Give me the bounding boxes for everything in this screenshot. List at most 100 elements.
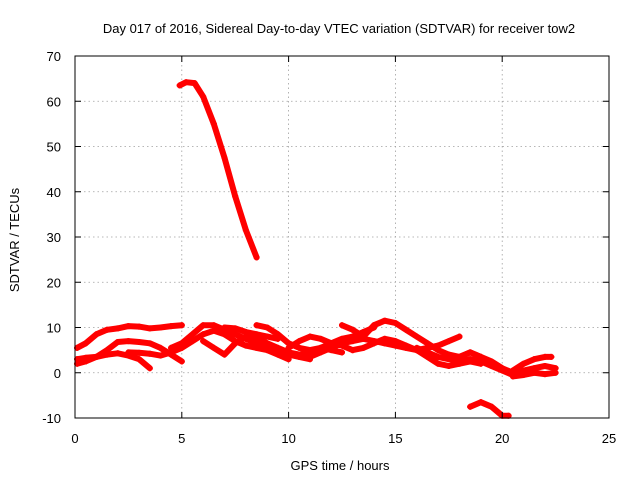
y-tick-label: 20 <box>47 275 61 290</box>
data-point <box>435 353 442 360</box>
data-point <box>541 353 548 360</box>
data-point <box>232 331 239 338</box>
series-track-17 <box>467 399 512 419</box>
data-point <box>210 344 217 351</box>
data-point <box>392 338 399 345</box>
data-point <box>339 349 345 356</box>
series-track-1 <box>74 322 185 351</box>
data-point <box>176 82 183 89</box>
y-tick-label: 70 <box>47 49 61 64</box>
data-point <box>403 326 410 333</box>
data-point <box>82 354 89 361</box>
x-tick-label: 5 <box>178 431 185 446</box>
data-point <box>200 331 207 338</box>
chart-title: Day 017 of 2016, Sidereal Day-to-day VTE… <box>103 21 575 36</box>
data-point <box>93 331 100 338</box>
data-point <box>253 254 260 261</box>
data-point <box>210 120 217 127</box>
series-track-16 <box>509 369 559 380</box>
data-point <box>520 372 527 379</box>
data-point <box>445 362 452 369</box>
data-point <box>456 353 463 360</box>
y-tick-label: 30 <box>47 230 61 245</box>
x-tick-label: 10 <box>281 431 295 446</box>
data-point <box>445 356 452 363</box>
data-point <box>146 325 153 332</box>
data-point <box>210 327 217 334</box>
data-point <box>274 331 281 338</box>
data-point <box>328 344 335 351</box>
series-track-15 <box>509 353 555 374</box>
data-point <box>200 322 207 329</box>
data-point <box>253 340 260 347</box>
data-point <box>541 371 548 378</box>
data-point <box>232 340 239 347</box>
data-point <box>403 342 410 349</box>
data-point <box>274 344 281 351</box>
data-point <box>509 367 516 374</box>
data-point <box>349 326 356 333</box>
data-point <box>242 227 249 234</box>
data-point <box>221 324 228 331</box>
data-point <box>520 360 527 367</box>
data-point <box>114 338 121 345</box>
y-tick-label: 0 <box>54 366 61 381</box>
data-point <box>104 347 111 354</box>
data-point <box>467 403 474 410</box>
data-point <box>168 323 175 330</box>
tick-layer: 0 5 10 15 20 25 -10 0 10 20 30 40 50 60 70 <box>42 49 616 446</box>
data-point <box>232 325 239 332</box>
data-point <box>221 154 228 161</box>
data-point <box>82 340 89 347</box>
y-tick-label: 40 <box>47 185 61 200</box>
data-point <box>339 322 345 329</box>
x-tick-label: 20 <box>495 431 509 446</box>
x-axis-label: GPS time / hours <box>291 458 390 473</box>
data-point <box>168 344 175 351</box>
data-point <box>317 349 324 356</box>
data-point <box>477 353 484 360</box>
data-point <box>467 349 474 356</box>
data-point <box>306 347 313 354</box>
x-tick-label: 0 <box>71 431 78 446</box>
data-point <box>125 338 132 345</box>
data-point <box>136 349 143 356</box>
data-point <box>306 333 313 340</box>
data-point <box>183 79 190 86</box>
y-tick-label: 50 <box>47 140 61 155</box>
data-point <box>253 331 260 338</box>
data-point <box>189 331 196 338</box>
data-point <box>477 399 484 406</box>
series-layer <box>74 79 559 419</box>
data-point <box>232 193 239 200</box>
y-axis-label: SDTVAR / TECUs <box>7 187 22 292</box>
data-point <box>296 338 303 345</box>
data-point <box>488 358 495 365</box>
data-point <box>413 344 420 351</box>
y-tick-label: 10 <box>47 321 61 336</box>
data-point <box>381 335 388 342</box>
data-point <box>104 326 111 333</box>
data-point <box>467 356 474 363</box>
data-point <box>349 338 356 345</box>
data-point <box>552 369 559 376</box>
data-point <box>178 322 185 329</box>
data-point <box>371 322 378 329</box>
data-point <box>125 323 132 330</box>
data-point <box>456 333 463 340</box>
data-point <box>306 353 313 360</box>
data-point <box>93 353 100 360</box>
data-point <box>296 344 303 351</box>
data-point <box>264 340 271 347</box>
series-track <box>74 322 185 351</box>
data-point <box>189 338 196 345</box>
data-point <box>242 329 249 336</box>
data-point <box>136 356 143 363</box>
series-track-18 <box>176 79 260 261</box>
data-point <box>125 349 132 356</box>
series-track <box>125 327 292 363</box>
data-point <box>157 352 164 359</box>
data-point <box>200 338 207 345</box>
data-point <box>531 369 538 376</box>
